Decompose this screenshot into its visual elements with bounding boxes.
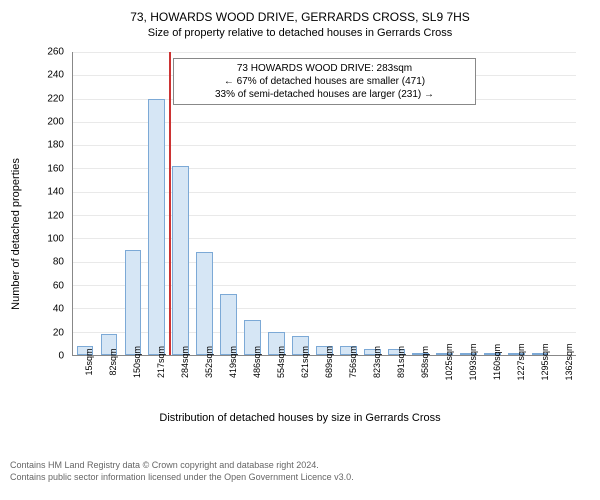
x-tick: 15sqm bbox=[72, 358, 96, 408]
bar-slot bbox=[480, 52, 504, 355]
y-tick: 20 bbox=[36, 327, 64, 338]
y-tick: 0 bbox=[36, 350, 64, 361]
y-tick: 160 bbox=[36, 163, 64, 174]
footer-line-1: Contains HM Land Registry data © Crown c… bbox=[10, 460, 590, 472]
x-ticks: 15sqm82sqm150sqm217sqm284sqm352sqm419sqm… bbox=[72, 358, 576, 408]
x-tick: 419sqm bbox=[216, 358, 240, 408]
x-axis-label: Distribution of detached houses by size … bbox=[10, 412, 590, 424]
y-tick: 40 bbox=[36, 304, 64, 315]
bar-slot bbox=[121, 52, 145, 355]
info-line-3: 33% of semi-detached houses are larger (… bbox=[180, 88, 469, 101]
x-tick: 756sqm bbox=[336, 358, 360, 408]
y-tick: 100 bbox=[36, 233, 64, 244]
x-tick: 1362sqm bbox=[552, 358, 576, 408]
y-tick: 240 bbox=[36, 70, 64, 81]
page-subtitle: Size of property relative to detached ho… bbox=[10, 26, 590, 40]
page-title: 73, HOWARDS WOOD DRIVE, GERRARDS CROSS, … bbox=[10, 10, 590, 26]
x-tick: 1227sqm bbox=[504, 358, 528, 408]
info-line-1: 73 HOWARDS WOOD DRIVE: 283sqm bbox=[180, 62, 469, 75]
x-tick: 284sqm bbox=[168, 358, 192, 408]
y-tick: 140 bbox=[36, 187, 64, 198]
bar-slot bbox=[552, 52, 576, 355]
x-tick: 352sqm bbox=[192, 358, 216, 408]
bar-slot bbox=[145, 52, 169, 355]
y-tick: 220 bbox=[36, 93, 64, 104]
x-tick: 1295sqm bbox=[528, 358, 552, 408]
x-tick: 82sqm bbox=[96, 358, 120, 408]
plot-area: 73 HOWARDS WOOD DRIVE: 283sqm ← 67% of d… bbox=[72, 52, 576, 356]
y-tick: 60 bbox=[36, 280, 64, 291]
y-ticks: 020406080100120140160180200220240260 bbox=[40, 52, 68, 356]
x-tick: 1093sqm bbox=[456, 358, 480, 408]
x-tick: 150sqm bbox=[120, 358, 144, 408]
x-tick: 823sqm bbox=[360, 358, 384, 408]
info-line-2: ← 67% of detached houses are smaller (47… bbox=[180, 75, 469, 88]
x-tick: 689sqm bbox=[312, 358, 336, 408]
x-tick: 554sqm bbox=[264, 358, 288, 408]
histogram-chart: Number of detached properties 0204060801… bbox=[20, 48, 580, 408]
info-box: 73 HOWARDS WOOD DRIVE: 283sqm ← 67% of d… bbox=[173, 58, 476, 105]
x-tick: 486sqm bbox=[240, 358, 264, 408]
y-tick: 80 bbox=[36, 257, 64, 268]
footer: Contains HM Land Registry data © Crown c… bbox=[10, 460, 590, 483]
histogram-bar bbox=[148, 99, 165, 355]
x-tick: 217sqm bbox=[144, 358, 168, 408]
y-tick: 180 bbox=[36, 140, 64, 151]
y-tick: 200 bbox=[36, 117, 64, 128]
bar-slot bbox=[528, 52, 552, 355]
y-axis-label: Number of detached properties bbox=[10, 158, 22, 310]
x-tick: 958sqm bbox=[408, 358, 432, 408]
footer-line-2: Contains public sector information licen… bbox=[10, 472, 590, 484]
y-tick: 120 bbox=[36, 210, 64, 221]
x-tick: 891sqm bbox=[384, 358, 408, 408]
x-tick: 1160sqm bbox=[480, 358, 504, 408]
x-tick: 1025sqm bbox=[432, 358, 456, 408]
x-tick: 621sqm bbox=[288, 358, 312, 408]
reference-line bbox=[169, 52, 171, 355]
bar-slot bbox=[97, 52, 121, 355]
histogram-bar bbox=[125, 250, 142, 355]
y-tick: 260 bbox=[36, 46, 64, 57]
bar-slot bbox=[73, 52, 97, 355]
bar-slot bbox=[504, 52, 528, 355]
histogram-bar bbox=[172, 166, 189, 355]
histogram-bar bbox=[196, 252, 213, 355]
